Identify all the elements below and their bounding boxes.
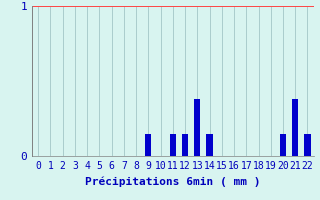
Bar [304, 134, 310, 156]
Bar [194, 99, 200, 156]
X-axis label: Précipitations 6min ( mm ): Précipitations 6min ( mm ) [85, 176, 260, 187]
Bar [292, 99, 298, 156]
Bar [145, 134, 151, 156]
Bar [206, 134, 212, 156]
Bar [182, 134, 188, 156]
Bar [280, 134, 286, 156]
Bar [170, 134, 176, 156]
